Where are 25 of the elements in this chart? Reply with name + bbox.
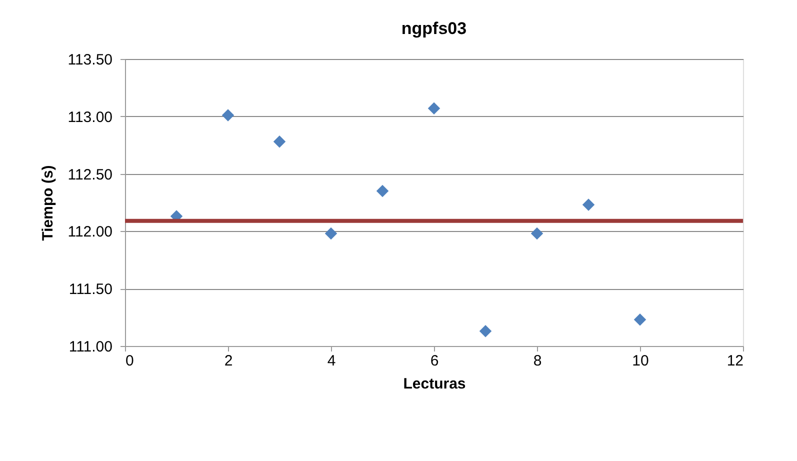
point [376, 184, 389, 198]
y-tick-label: 111.50 [68, 281, 112, 298]
y-tick-label: 111.00 [68, 338, 112, 356]
x-tick-label: 2 [224, 352, 233, 370]
y-tick-label: 112.00 [68, 224, 112, 241]
chart-title: ngpfs03 [401, 19, 467, 38]
point [582, 198, 595, 211]
point [222, 109, 234, 122]
x-tick-label: 0 [126, 352, 134, 370]
x-tick-label: 10 [632, 352, 649, 370]
x-tick-label: 8 [533, 352, 542, 370]
point [428, 102, 440, 114]
point [273, 136, 286, 148]
y-tick-label: 113.50 [68, 52, 112, 68]
y-tick-label: 113.00 [68, 108, 112, 126]
point [324, 227, 338, 240]
x-tick-label: 4 [327, 352, 336, 370]
y-axis-title: Tiempo (s) [40, 165, 57, 241]
x-tick-label: 12 [726, 352, 744, 370]
x-tick-label: 6 [430, 352, 439, 370]
x-axis-title: Lecturas [403, 376, 466, 392]
point [530, 227, 544, 240]
point [634, 313, 646, 326]
y-tick-label: 112.50 [68, 166, 112, 184]
point [479, 324, 492, 338]
